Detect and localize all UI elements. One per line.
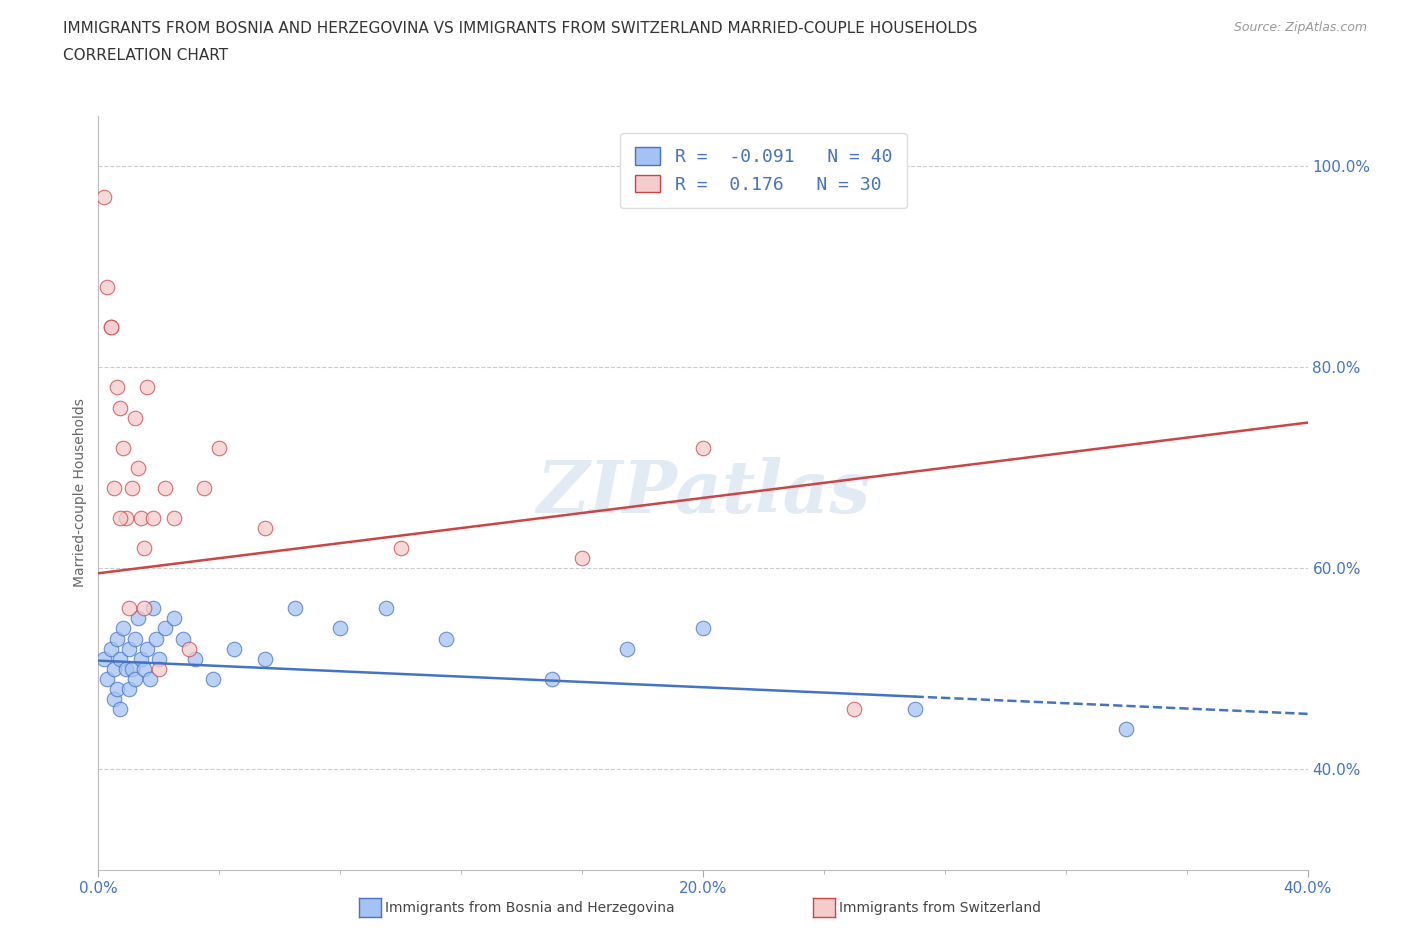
Point [121,661,143,676]
Point [129,651,152,666]
Point [329,621,352,636]
Point [114,511,136,525]
Text: IMMIGRANTS FROM BOSNIA AND HERZEGOVINA VS IMMIGRANTS FROM SWITZERLAND MARRIED-CO: IMMIGRANTS FROM BOSNIA AND HERZEGOVINA V… [63,21,977,36]
Point [108,651,131,666]
Point [148,661,170,676]
Point [540,671,562,686]
Point [571,551,593,565]
Point [103,481,125,496]
Point [132,601,155,616]
Point [108,511,131,525]
Point [434,631,457,646]
Point [616,641,638,656]
Point [224,641,246,656]
Text: CORRELATION CHART: CORRELATION CHART [63,48,228,63]
Point [124,631,146,646]
Point [208,440,231,455]
Point [184,651,207,666]
Point [93,189,115,204]
Point [103,661,125,676]
Point [111,621,134,636]
Point [132,661,155,676]
Point [142,601,165,616]
Point [132,540,155,555]
Text: ZIPatlas: ZIPatlas [536,458,870,528]
Point [163,511,186,525]
Point [105,380,128,395]
Point [844,701,866,716]
Text: Source: ZipAtlas.com: Source: ZipAtlas.com [1233,21,1367,34]
Point [163,611,186,626]
Text: Immigrants from Bosnia and Herzegovina: Immigrants from Bosnia and Herzegovina [385,900,675,915]
Point [153,621,176,636]
Text: Immigrants from Switzerland: Immigrants from Switzerland [839,900,1042,915]
Point [135,380,157,395]
Point [253,651,276,666]
Point [284,601,307,616]
Point [142,511,165,525]
Point [108,400,131,415]
Point [153,481,176,496]
Point [127,611,149,626]
Point [105,682,128,697]
Point [118,601,141,616]
Point [105,631,128,646]
Point [111,440,134,455]
Point [692,440,714,455]
Point [692,621,714,636]
Point [108,701,131,716]
Point [100,320,122,335]
Point [179,641,201,656]
Point [253,521,276,536]
Point [172,631,194,646]
Point [129,511,152,525]
Point [145,631,167,646]
Point [904,701,927,716]
Point [389,540,412,555]
Point [135,641,157,656]
Point [193,481,215,496]
Point [100,320,122,335]
Point [139,671,162,686]
Point [96,280,118,295]
Point [100,641,122,656]
Point [96,671,118,686]
Y-axis label: Married-couple Households: Married-couple Households [73,398,87,588]
Point [374,601,396,616]
Point [1115,722,1137,737]
Point [124,410,146,425]
Point [114,661,136,676]
Point [118,641,141,656]
Point [127,460,149,475]
Point [93,651,115,666]
Point [202,671,225,686]
Point [148,651,170,666]
Point [103,691,125,706]
Point [121,481,143,496]
Point [124,671,146,686]
Legend: R =  -0.091   N = 40, R =  0.176   N = 30: R = -0.091 N = 40, R = 0.176 N = 30 [620,133,907,208]
Point [118,682,141,697]
